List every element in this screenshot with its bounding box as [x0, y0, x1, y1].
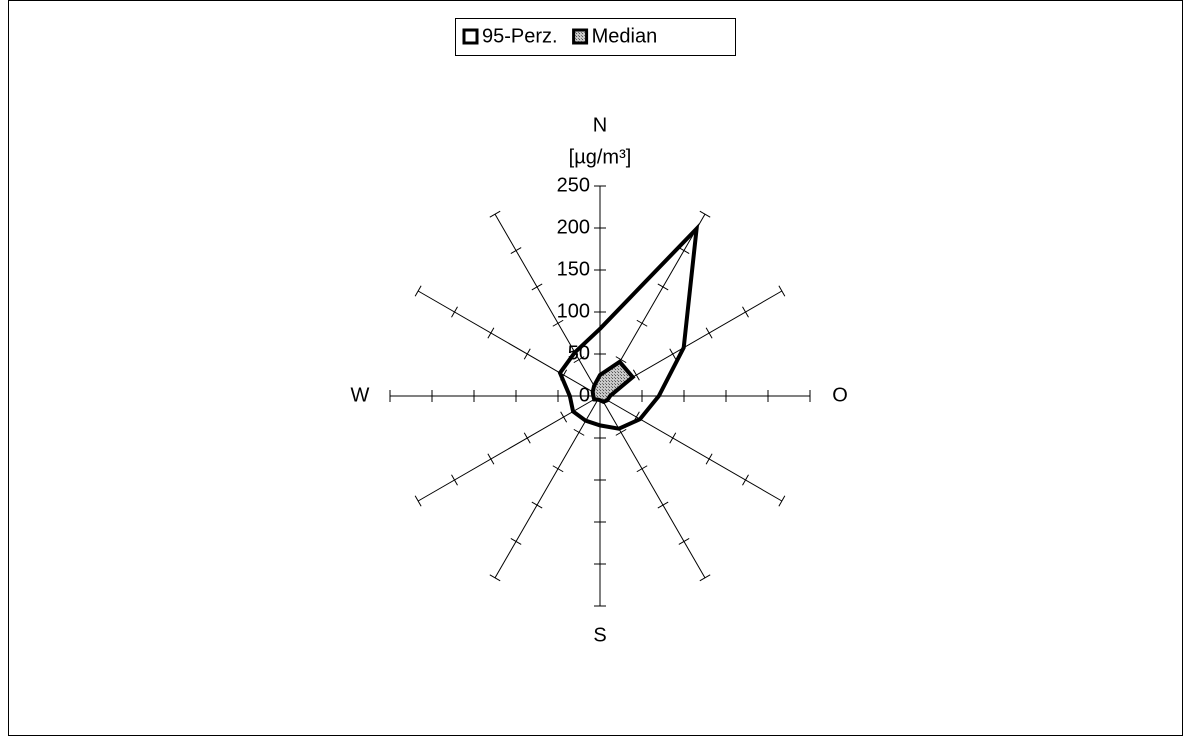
chart-frame	[8, 0, 1183, 736]
radial-axis	[417, 395, 601, 502]
tick-mark	[531, 283, 543, 291]
series-area	[590, 359, 636, 404]
tick-mark	[615, 356, 627, 364]
tick-mark	[487, 327, 495, 339]
direction-label: N	[593, 114, 607, 136]
r-tick-label: 250	[557, 174, 590, 196]
tick-mark	[669, 348, 677, 360]
r-tick-label: 0	[579, 384, 590, 406]
radial-axis	[494, 395, 601, 579]
radial-axis	[599, 395, 706, 579]
direction-label: O	[832, 384, 848, 406]
legend-label: Median	[592, 25, 658, 47]
r-tick-label: 150	[557, 258, 590, 280]
tick-mark	[510, 538, 522, 545]
legend-label: 95-Perz.	[482, 25, 558, 47]
tick-mark	[573, 428, 585, 436]
legend-swatch	[572, 28, 589, 45]
tick-mark	[510, 247, 522, 254]
axis-unit: [µg/m³]	[569, 146, 632, 168]
tick-mark	[705, 453, 713, 465]
tick-mark	[669, 432, 677, 444]
tick-mark	[657, 501, 669, 509]
tick-mark	[636, 319, 648, 327]
tick-mark	[699, 210, 711, 218]
tick-mark	[778, 285, 786, 297]
series-area	[557, 223, 700, 431]
tick-mark	[414, 285, 422, 297]
r-tick-label: 200	[557, 216, 590, 238]
direction-label: S	[593, 624, 606, 646]
tick-mark	[560, 411, 568, 423]
tick-mark	[632, 369, 640, 381]
tick-mark	[742, 306, 749, 318]
tick-mark	[523, 432, 531, 444]
tick-mark	[451, 474, 458, 486]
tick-mark	[699, 574, 711, 582]
tick-mark	[531, 501, 543, 509]
tick-mark	[678, 247, 690, 254]
radial-axis	[417, 290, 601, 397]
tick-mark	[742, 474, 749, 486]
tick-mark	[487, 453, 495, 465]
tick-mark	[657, 283, 669, 291]
radial-axis	[494, 213, 601, 397]
tick-mark	[552, 465, 564, 473]
tick-mark	[705, 327, 713, 339]
direction-label: W	[351, 384, 370, 406]
tick-mark	[489, 210, 501, 218]
r-tick-label: 50	[568, 342, 590, 364]
tick-mark	[615, 428, 627, 436]
tick-mark	[451, 306, 458, 318]
legend-box	[455, 18, 736, 56]
tick-mark	[678, 538, 690, 545]
tick-mark	[489, 574, 501, 582]
tick-mark	[523, 348, 531, 360]
radial-axis	[599, 395, 783, 502]
tick-mark	[414, 495, 422, 507]
tick-mark	[778, 495, 786, 507]
tick-mark	[636, 465, 648, 473]
r-tick-label: 100	[557, 300, 590, 322]
tick-mark	[552, 319, 564, 327]
legend-swatch	[462, 28, 479, 45]
tick-mark	[573, 356, 585, 364]
